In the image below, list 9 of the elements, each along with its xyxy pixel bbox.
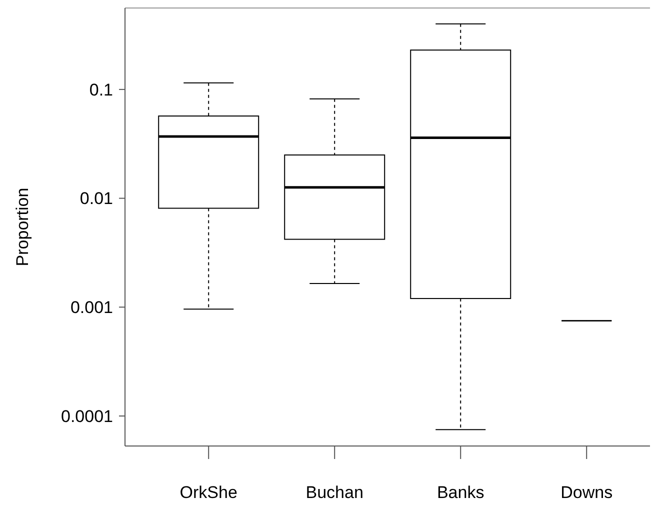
x-tick-label: Downs bbox=[560, 483, 613, 502]
y-tick-label: 0.01 bbox=[80, 189, 113, 208]
x-tick-label: Banks bbox=[436, 483, 484, 502]
y-tick-label: 0.1 bbox=[89, 80, 113, 100]
y-axis-title: Proportion bbox=[13, 188, 32, 266]
y-tick-label: 0.0001 bbox=[61, 406, 113, 426]
x-tick-label: Buchan bbox=[306, 483, 364, 502]
y-tick-label: 0.001 bbox=[70, 298, 113, 318]
x-tick-label: OrkShe bbox=[180, 483, 238, 502]
